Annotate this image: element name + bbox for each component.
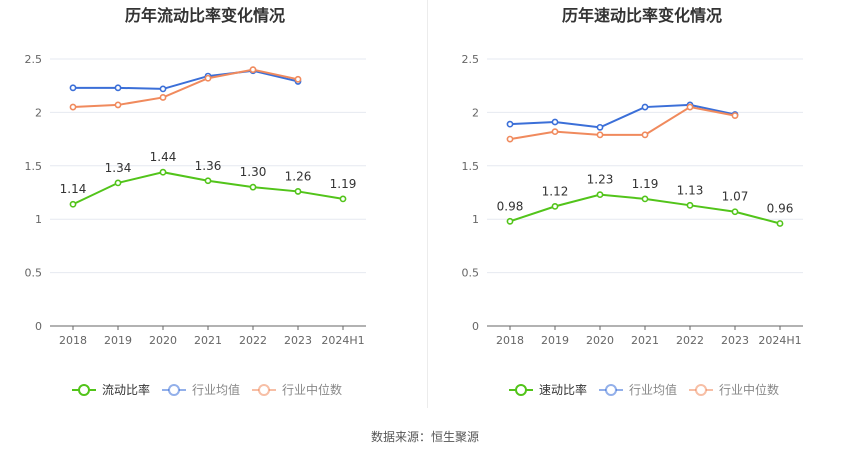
legend-label: 流动比率 bbox=[102, 382, 150, 397]
series-line-2 bbox=[509, 103, 736, 129]
data-point bbox=[641, 195, 649, 203]
data-point bbox=[114, 179, 122, 187]
series-line-3 bbox=[72, 68, 299, 109]
x-tick-label: 2020 bbox=[149, 334, 177, 347]
legend-swatch-marker bbox=[78, 384, 90, 396]
data-label: 1.19 bbox=[632, 177, 659, 191]
data-label: 1.34 bbox=[105, 161, 132, 175]
data-label: 1.44 bbox=[150, 150, 177, 164]
data-point bbox=[506, 217, 514, 225]
panel-divider bbox=[427, 0, 428, 408]
y-tick-label: 2 bbox=[472, 106, 479, 119]
y-tick-label: 1.5 bbox=[25, 160, 43, 173]
x-tick-label: 2019 bbox=[104, 334, 132, 347]
y-tick-label: 0.5 bbox=[462, 267, 480, 280]
x-tick-label: 2021 bbox=[631, 334, 659, 347]
x-tick-label: 2023 bbox=[284, 334, 312, 347]
x-tick-label: 2018 bbox=[496, 334, 524, 347]
x-tick-label: 2019 bbox=[541, 334, 569, 347]
data-point bbox=[159, 94, 167, 101]
y-tick-label: 2.5 bbox=[462, 53, 480, 66]
legend-label: 行业中位数 bbox=[719, 382, 779, 397]
data-point bbox=[506, 120, 514, 128]
chart-title: 历年流动比率变化情况 bbox=[125, 6, 285, 25]
series-line-2 bbox=[73, 69, 299, 90]
y-tick-label: 2 bbox=[35, 106, 42, 119]
data-point bbox=[731, 208, 739, 216]
y-tick-label: 2.5 bbox=[25, 53, 43, 66]
data-point bbox=[641, 103, 649, 111]
chart-panel-2: 历年速动比率变化情况 0 0.5 1 1.5 2 2.5 2018 2019 2020 2021 20… bbox=[462, 6, 803, 397]
data-label: 1.23 bbox=[587, 173, 614, 187]
data-label: 1.12 bbox=[542, 184, 569, 198]
data-point bbox=[294, 75, 302, 83]
data-point bbox=[551, 202, 559, 210]
legend-swatch-marker bbox=[168, 384, 180, 396]
data-label: 0.96 bbox=[767, 201, 794, 215]
data-source-note: 数据来源：恒生聚源 bbox=[370, 430, 479, 444]
legend-swatch-marker bbox=[695, 384, 707, 396]
legend-swatch-marker bbox=[258, 384, 270, 396]
data-point bbox=[69, 84, 77, 92]
x-tick-label: 2018 bbox=[59, 334, 87, 347]
data-point bbox=[249, 66, 257, 74]
data-point bbox=[204, 177, 212, 185]
data-point bbox=[596, 123, 604, 131]
series-line-3 bbox=[509, 106, 736, 141]
data-point bbox=[114, 101, 122, 109]
x-tick-label: 2023 bbox=[721, 334, 749, 347]
data-point bbox=[641, 131, 649, 139]
y-tick-label: 1 bbox=[472, 213, 479, 226]
data-label: 1.19 bbox=[330, 177, 357, 191]
x-tick-label: 2022 bbox=[239, 334, 267, 347]
data-point bbox=[731, 112, 739, 120]
legend-label: 速动比率 bbox=[539, 382, 587, 397]
data-point bbox=[776, 220, 784, 227]
y-tick-label: 1.5 bbox=[462, 160, 480, 173]
y-tick-label: 1 bbox=[35, 213, 42, 226]
data-point bbox=[596, 191, 604, 199]
data-label: 1.36 bbox=[195, 159, 222, 173]
y-tick-label: 0.5 bbox=[25, 267, 43, 280]
data-point bbox=[551, 118, 559, 126]
data-label: 1.30 bbox=[240, 165, 267, 179]
legend-label: 行业均值 bbox=[629, 382, 677, 397]
data-point bbox=[204, 74, 212, 82]
data-point bbox=[686, 103, 694, 111]
data-label: 1.07 bbox=[722, 190, 749, 204]
x-tick-label: 2024H1 bbox=[321, 334, 364, 347]
data-point bbox=[249, 183, 257, 191]
x-tick-label: 2024H1 bbox=[758, 334, 801, 347]
y-tick-label: 0 bbox=[35, 320, 42, 333]
data-label: 1.13 bbox=[677, 183, 704, 197]
data-label: 0.98 bbox=[497, 199, 524, 213]
legend-label: 行业中位数 bbox=[282, 382, 342, 397]
data-point bbox=[551, 128, 559, 136]
chart-panel-1: 历年流动比率变化情况 0 0.5 1 1.5 2 2.5 2018 2019 2020 2021 20… bbox=[25, 6, 366, 397]
x-tick-label: 2020 bbox=[586, 334, 614, 347]
legend-label: 行业均值 bbox=[192, 382, 240, 397]
data-point bbox=[339, 195, 347, 203]
data-point bbox=[69, 200, 77, 208]
data-label: 1.26 bbox=[285, 169, 312, 183]
legend-swatch-marker bbox=[605, 384, 617, 396]
x-tick-label: 2021 bbox=[194, 334, 222, 347]
legend-swatch-marker bbox=[515, 384, 527, 396]
data-point bbox=[159, 168, 167, 176]
chart-title: 历年速动比率变化情况 bbox=[562, 6, 722, 25]
data-point bbox=[686, 201, 694, 209]
y-tick-label: 0 bbox=[472, 320, 479, 333]
data-point bbox=[114, 84, 122, 92]
data-label: 1.14 bbox=[60, 182, 87, 196]
data-point bbox=[69, 103, 77, 111]
data-point bbox=[159, 85, 167, 93]
data-point bbox=[506, 135, 514, 143]
data-point bbox=[596, 131, 604, 139]
x-tick-label: 2022 bbox=[676, 334, 704, 347]
data-point bbox=[294, 188, 302, 195]
